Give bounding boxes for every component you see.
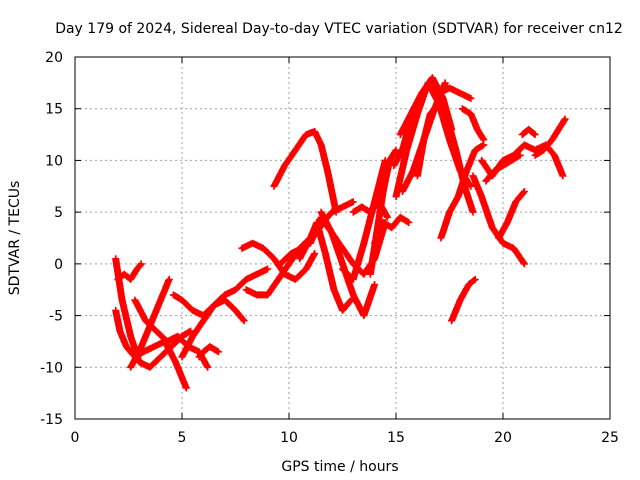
x-tick-label: 10 [280,430,298,446]
series-arc-27 [458,105,488,144]
x-axis-label: GPS time / hours [281,459,398,475]
y-tick-label: -10 [40,360,63,376]
series-markers [495,188,528,242]
y-tick-label: -15 [40,412,63,428]
x-axis-tick-labels: 0 5 10 15 20 25 [71,430,619,446]
x-tick-label: 0 [71,430,80,446]
x-tick-label: 20 [494,430,512,446]
series-markers [531,115,569,159]
series-arc-31 [495,188,528,242]
y-axis-label: SDTVAR / TECUs [7,181,23,296]
axis-ticks [74,56,611,420]
grid-lines [75,57,610,419]
chart-title: Day 179 of 2024, Sidereal Day-to-day VTE… [55,21,623,37]
series-markers [518,125,539,139]
y-tick-label: 15 [45,102,63,118]
x-tick-label: 15 [387,430,405,446]
y-tick-label: 10 [45,153,63,169]
series-arc-30 [482,151,524,185]
series-markers [437,141,488,242]
series-markers [413,100,477,216]
series-arc-4 [127,275,173,371]
series-markers [127,275,173,371]
y-tick-label: -5 [49,309,63,325]
series-arc-32 [518,125,539,139]
series-arc-33 [531,115,569,159]
y-tick-label: 0 [54,257,63,273]
series-markers [178,265,272,361]
series-markers [270,128,340,216]
series-arc-8 [195,343,222,361]
x-tick-label: 5 [178,430,187,446]
series-arc-19 [371,213,413,247]
series-arc-11 [270,128,340,216]
series-markers [458,105,488,144]
series-markers [114,260,145,283]
series-markers [112,306,190,392]
series-markers [371,213,413,247]
series-arc-26 [448,275,479,325]
series-arc-24 [413,100,477,216]
series-markers [448,275,479,325]
series-arc-7 [178,265,272,361]
series-markers [238,239,319,283]
y-tick-label: 5 [54,205,63,221]
series-arc-3 [114,260,145,283]
series-markers [195,343,222,361]
plot-frame [74,56,611,420]
x-tick-label: 25 [601,430,619,446]
series-arc-25 [437,141,488,242]
y-axis-tick-labels: -15 -10 -5 0 5 10 15 20 [40,50,63,428]
series-markers [482,151,524,185]
series-arc-2 [112,306,190,392]
series-arc-10 [238,239,319,283]
y-tick-label: 20 [45,50,63,66]
data-series [112,74,569,392]
